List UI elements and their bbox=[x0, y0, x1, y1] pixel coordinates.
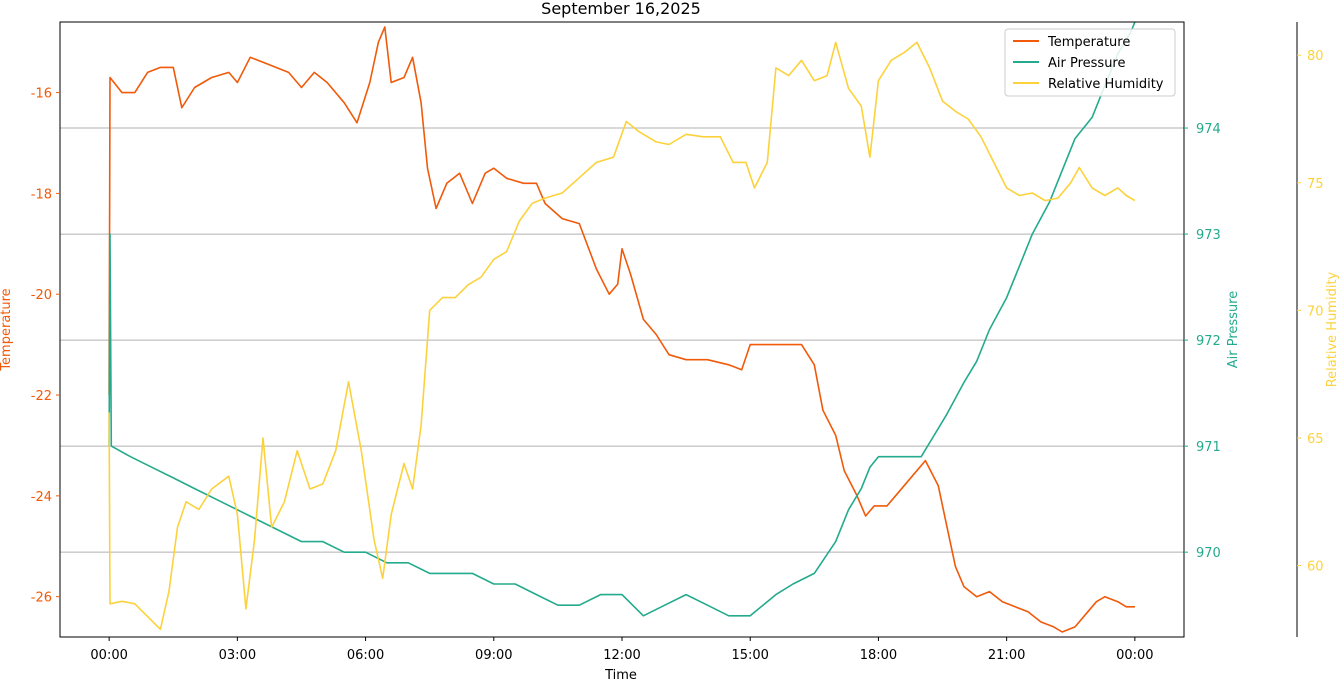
series-layer bbox=[108, 21, 1136, 633]
plot-frame bbox=[59, 21, 1185, 638]
temperature-tick-label: -24 bbox=[31, 490, 52, 505]
pressure-tick-label: 971 bbox=[1196, 440, 1221, 455]
grid bbox=[60, 127, 1184, 553]
humidity-tick-label: 75 bbox=[1307, 177, 1324, 192]
series-line-temperature bbox=[108, 26, 1135, 633]
pressure-tick-label: 972 bbox=[1196, 334, 1221, 349]
temperature-tick-label: -16 bbox=[31, 87, 52, 102]
legend: Temperature Air Pressure Relative Humidity bbox=[1004, 28, 1176, 97]
x-tick-label: 09:00 bbox=[475, 648, 512, 663]
temperature-tick-label: -26 bbox=[31, 591, 52, 606]
temperature-tick-label: -18 bbox=[31, 187, 52, 202]
humidity-tick-label: 65 bbox=[1307, 432, 1324, 447]
x-tick-label: 00:00 bbox=[1116, 648, 1153, 663]
x-tick-label: 21:00 bbox=[988, 648, 1025, 663]
chart-title: September 16,2025 bbox=[541, 0, 701, 18]
pressure-axis-label: Air Pressure bbox=[1226, 291, 1241, 369]
temperature-tick-label: -22 bbox=[31, 389, 52, 404]
humidity-tick-label: 60 bbox=[1307, 560, 1324, 575]
legend-label: Relative Humidity bbox=[1048, 77, 1164, 92]
temperature-tick-label: -20 bbox=[31, 288, 52, 303]
series-line-air-pressure bbox=[108, 21, 1136, 617]
x-axis-label: Time bbox=[604, 668, 637, 682]
x-tick-label: 15:00 bbox=[731, 648, 768, 663]
pressure-tick-label: 974 bbox=[1196, 122, 1221, 137]
series-line-relative-humidity bbox=[108, 41, 1136, 631]
x-tick-label: 03:00 bbox=[219, 648, 256, 663]
legend-label: Air Pressure bbox=[1048, 56, 1126, 71]
x-tick-label: 06:00 bbox=[347, 648, 384, 663]
x-tick-label: 00:00 bbox=[90, 648, 127, 663]
temperature-axis-label: Temperature bbox=[0, 288, 14, 371]
x-tick-label: 12:00 bbox=[603, 648, 640, 663]
x-tick-label: 18:00 bbox=[860, 648, 897, 663]
humidity-axis-label: Relative Humidity bbox=[1325, 271, 1340, 387]
humidity-tick-label: 70 bbox=[1307, 304, 1324, 319]
pressure-tick-label: 973 bbox=[1196, 228, 1221, 243]
legend-label: Temperature bbox=[1047, 35, 1130, 50]
pressure-tick-label: 970 bbox=[1196, 546, 1221, 561]
legend-box bbox=[1004, 28, 1176, 97]
axes-layer: 00:00 03:00 06:00 09:00 12:00 15:00 18:00 21:00… bbox=[0, 21, 1340, 663]
humidity-tick-label: 80 bbox=[1307, 49, 1324, 64]
